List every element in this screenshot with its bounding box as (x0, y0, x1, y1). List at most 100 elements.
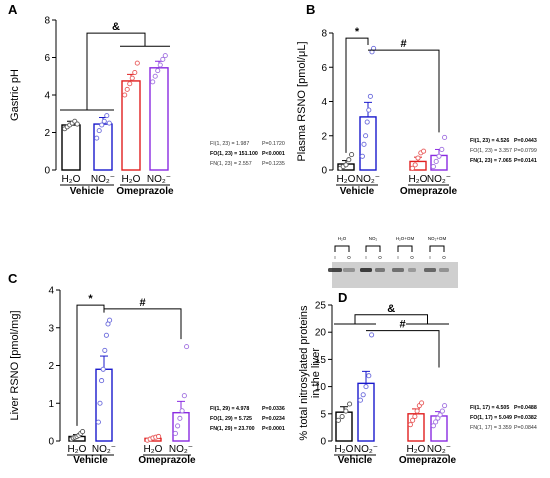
group-label: Vehicle (73, 455, 108, 466)
panel-d: D 0 5 10 15 20 25 % total nitrosylated proteins… (298, 290, 537, 466)
panel-c: C 0 1 2 3 4 Liver RSNO [pmol/mg] H₂O NO₂⁻ H₂O NO₂⁻… (8, 271, 285, 466)
data-point (127, 81, 133, 87)
data-point (162, 53, 168, 59)
panel-letter: D (338, 290, 347, 305)
significance-bracket (104, 308, 182, 340)
blot-band (343, 268, 355, 272)
stat-text: FO(1, 23) = 3.357 (470, 148, 512, 154)
data-point (361, 141, 367, 147)
data-point (160, 56, 166, 62)
blot-membrane (332, 262, 458, 288)
significance-bracket (354, 314, 428, 325)
data-point (414, 408, 420, 414)
stat-text: FO(1, 17) = 5.049 (470, 415, 512, 421)
data-point (364, 119, 370, 125)
data-point (80, 429, 86, 435)
stat-p-value: P=0.1720 (262, 141, 285, 147)
data-point (363, 384, 369, 390)
data-point (343, 408, 349, 414)
y-tick-label: 10 (315, 382, 327, 393)
stat-p-value: P=0.0799 (514, 148, 537, 154)
data-point (360, 392, 366, 398)
data-point (421, 148, 427, 154)
data-point (103, 332, 109, 338)
x-tick-label: H₂O (407, 444, 426, 455)
data-point (101, 118, 107, 124)
bar (357, 382, 375, 442)
y-tick-label: 6 (44, 53, 50, 64)
blot-lane-label: H₂O (338, 236, 347, 241)
data-point (433, 419, 439, 425)
x-tick-label: H₂O (122, 174, 141, 185)
group-label: Vehicle (338, 455, 373, 466)
data-point (172, 430, 178, 437)
data-point (175, 423, 181, 429)
stat-p-value: P=0.0488 (514, 405, 537, 411)
panel-letter: B (306, 2, 315, 17)
y-tick-label: 2 (44, 128, 50, 139)
stat-p-value: P=0.0234 (262, 416, 285, 422)
stat-p-value: P=0.0382 (514, 415, 537, 421)
blot-io-label: O (347, 255, 351, 260)
x-tick-label: H₂O (62, 174, 81, 185)
blot-band (392, 268, 404, 272)
data-point (99, 122, 105, 128)
data-point (132, 69, 138, 76)
data-point (357, 397, 363, 403)
data-point (369, 332, 375, 338)
stat-text: FN(1, 23) = 2.557 (210, 161, 252, 167)
y-tick-label: 4 (321, 97, 327, 108)
x-tick-label: H₂O (337, 174, 356, 185)
data-point (152, 73, 158, 79)
y-tick-label: 8 (44, 16, 50, 27)
y-tick-label: 6 (321, 63, 327, 74)
y-axis-label: % total nitrosylated proteins (298, 305, 310, 441)
x-tick-label: NO₂⁻ (427, 444, 451, 455)
stat-p-value: P=0.1235 (262, 161, 285, 167)
data-point (347, 401, 353, 407)
stat-p-value: P<0.0001 (262, 151, 285, 157)
data-point (106, 120, 112, 126)
western-blot-inset: H₂O NO₂ H₂O+OM NO₂+OM I O I O I O I O (328, 236, 458, 288)
y-axis-label: Gastric pH (9, 69, 21, 121)
data-point (410, 417, 416, 423)
group-label: Omeprazole (138, 455, 196, 466)
stat-p-value: P<0.0001 (262, 426, 285, 432)
data-point (412, 413, 418, 420)
stat-p-value: P=0.0443 (514, 138, 537, 144)
blot-lane-bracket (334, 245, 350, 252)
data-point (366, 373, 372, 379)
blot-band (375, 268, 385, 272)
y-tick-label: 25 (315, 301, 327, 312)
data-point (179, 408, 185, 414)
bar (61, 124, 81, 171)
y-tick-label: 1 (48, 399, 54, 410)
data-point (124, 86, 130, 92)
blot-band (439, 268, 449, 272)
blot-band (360, 268, 372, 272)
y-tick-label: 3 (48, 323, 54, 334)
data-point (95, 419, 101, 425)
data-point (415, 155, 421, 161)
group-label: Omeprazole (400, 186, 458, 197)
group-label: Vehicle (70, 186, 105, 197)
data-point (366, 107, 372, 113)
significance-label: # (139, 297, 145, 309)
data-point (430, 423, 436, 429)
blot-lane-bracket (397, 245, 413, 252)
group-label: Omeprazole (116, 186, 174, 197)
panel-letter: A (8, 2, 18, 17)
data-point (155, 68, 161, 74)
significance-label: # (400, 38, 406, 50)
y-tick-label: 5 (320, 409, 326, 420)
data-point (150, 79, 156, 85)
stat-p-value: P=0.0141 (514, 158, 537, 164)
blot-lane-bracket (429, 245, 445, 252)
data-point (343, 162, 349, 168)
data-point (122, 92, 128, 98)
blot-band (408, 268, 416, 272)
blot-io-label: O (410, 255, 414, 260)
stat-text: FN(1, 29) = 23.700 (210, 426, 255, 432)
data-point (157, 62, 163, 68)
